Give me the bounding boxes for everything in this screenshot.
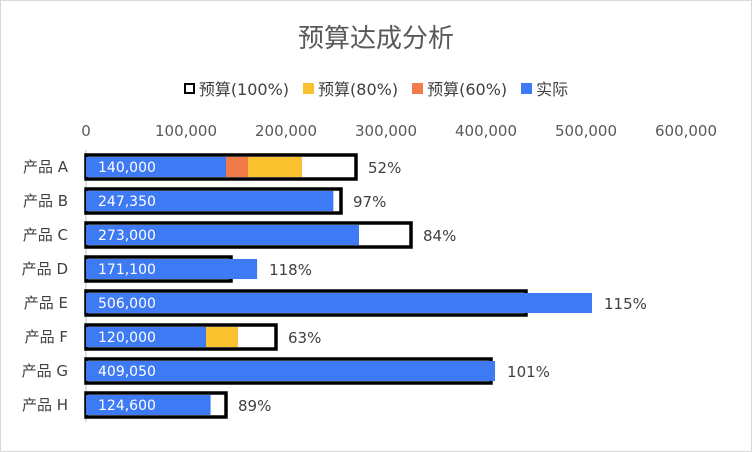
legend-swatch-budget-60 [412, 82, 424, 94]
x-tick-label: 400,000 [455, 122, 517, 140]
bar-actual [86, 157, 226, 177]
percent-label: 118% [269, 261, 312, 279]
category-label: 产品 G [22, 362, 68, 380]
bar-value-label: 247,350 [98, 194, 156, 210]
bar-actual [86, 395, 211, 415]
percent-label: 89% [238, 397, 271, 415]
x-tick-label: 200,000 [255, 122, 317, 140]
category-label: 产品 A [23, 158, 69, 176]
bar-actual [86, 259, 258, 279]
category-label: 产品 F [25, 328, 68, 346]
x-tick-label: 500,000 [555, 122, 617, 140]
bar-actual [86, 225, 359, 245]
percent-label: 101% [507, 363, 550, 381]
legend-swatch-budget-80 [303, 82, 315, 94]
bar-value-label: 140,000 [98, 160, 156, 176]
bar-value-label: 120,000 [98, 330, 156, 346]
legend-item-budget-80: 预算(80%) [303, 76, 398, 100]
bar-value-label: 409,050 [98, 364, 156, 380]
bar-value-label: 506,000 [98, 296, 156, 312]
category-label: 产品 B [23, 192, 68, 210]
bar-actual [86, 327, 206, 347]
percent-label: 52% [368, 159, 401, 177]
bar-value-label: 273,000 [98, 228, 156, 244]
percent-label: 63% [288, 329, 321, 347]
legend-item-budget-100: 预算(100%) [183, 76, 290, 100]
bar-actual [86, 361, 496, 381]
x-tick-label: 0 [81, 122, 91, 140]
x-tick-label: 100,000 [155, 122, 217, 140]
bar-value-label: 171,100 [98, 262, 156, 278]
percent-label: 97% [353, 193, 386, 211]
bar-actual [86, 191, 334, 211]
category-label: 产品 C [23, 226, 68, 244]
legend-swatch-budget-100 [183, 82, 195, 94]
bar-value-label: 124,600 [98, 398, 156, 414]
x-tick-label: 600,000 [655, 122, 717, 140]
legend-label-budget-80: 预算(80%) [318, 80, 399, 99]
bar-actual [86, 293, 592, 313]
percent-label: 115% [604, 295, 647, 313]
chart-legend: 预算(100%) 预算(80%) 预算(60%) 实际 [0, 76, 752, 100]
legend-swatch-actual [521, 82, 533, 94]
percent-label: 84% [423, 227, 456, 245]
category-label: 产品 E [24, 294, 68, 312]
chart-title: 预算达成分析 [297, 24, 454, 54]
legend-label-actual: 实际 [536, 80, 569, 99]
legend-label-budget-100: 预算(100%) [198, 80, 290, 99]
legend-item-actual: 实际 [521, 76, 568, 100]
legend-label-budget-60: 预算(60%) [427, 80, 508, 99]
legend-item-budget-60: 预算(60%) [412, 76, 507, 100]
x-tick-label: 300,000 [355, 122, 417, 140]
category-label: 产品 D [22, 260, 68, 278]
category-label: 产品 H [22, 396, 68, 414]
